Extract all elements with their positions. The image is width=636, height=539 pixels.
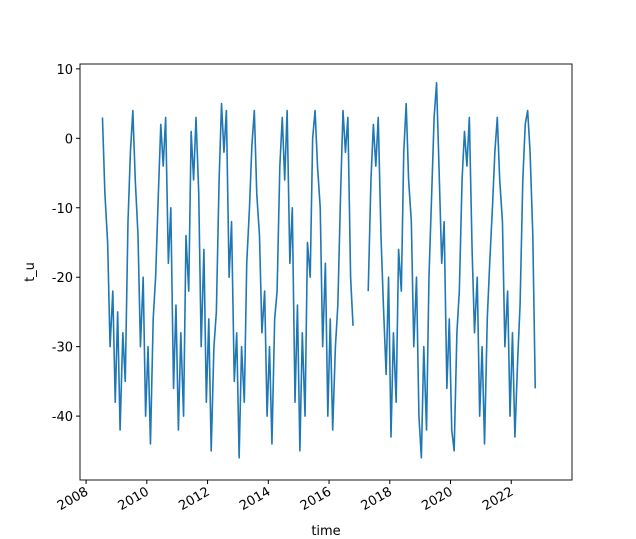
x-tick-label: 2018 [359, 484, 395, 514]
x-tick-label: 2016 [298, 484, 334, 514]
x-tick-label: 2012 [176, 484, 212, 514]
x-tick-label: 2008 [55, 484, 91, 514]
y-tick-label: 10 [56, 63, 73, 78]
x-tick-label: 2010 [116, 484, 152, 514]
data-line [101, 81, 537, 459]
y-tick-label: 0 [65, 132, 73, 147]
x-tick-label: 2022 [480, 484, 516, 514]
y-tick-label: -10 [52, 202, 73, 217]
plot-frame [79, 63, 573, 481]
y-tick-label: -20 [52, 271, 73, 286]
x-tick-label: 2020 [419, 484, 455, 514]
y-axis-label: t_u [23, 262, 38, 282]
y-tick-label: -40 [52, 410, 73, 425]
x-axis-label: time [311, 524, 340, 539]
x-tick-label: 2014 [237, 484, 273, 514]
y-tick-label: -30 [52, 341, 73, 356]
